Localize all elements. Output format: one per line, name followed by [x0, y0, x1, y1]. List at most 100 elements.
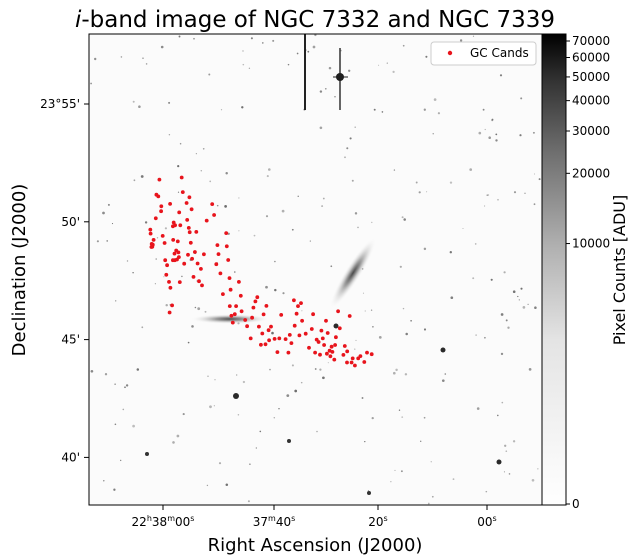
gc-candidate-point — [253, 299, 258, 304]
y-tick-label: 45' — [61, 333, 80, 347]
faint-star — [433, 98, 437, 101]
faint-star — [401, 216, 404, 219]
faint-star — [418, 191, 421, 194]
faint-star — [361, 397, 364, 399]
gc-candidate-point — [148, 231, 153, 236]
faint-star — [324, 87, 327, 90]
faint-star — [197, 307, 201, 311]
faint-star — [253, 234, 256, 237]
gc-candidate-point — [277, 336, 282, 341]
faint-star — [281, 209, 285, 213]
faint-star — [242, 63, 245, 66]
gc-candidate-point — [167, 310, 172, 315]
gc-candidate-point — [167, 280, 171, 284]
faint-star — [191, 325, 194, 328]
gc-candidate-point — [180, 190, 185, 195]
faint-star — [420, 440, 422, 442]
x-tick-label: 20s — [368, 514, 387, 529]
gc-candidate-point — [190, 256, 195, 261]
gc-candidate-point — [216, 252, 221, 256]
gc-candidate-point — [267, 338, 271, 343]
faint-star — [512, 440, 516, 443]
faint-star — [425, 55, 428, 58]
faint-star — [372, 325, 374, 328]
faint-star — [459, 39, 463, 42]
faint-star — [518, 299, 520, 301]
gc-candidate-point — [168, 202, 173, 206]
faint-star — [248, 67, 251, 69]
faint-star — [125, 384, 129, 387]
gc-candidate-point — [197, 279, 201, 284]
faint-star — [249, 463, 251, 466]
colorbar-tick-label: 20000 — [572, 166, 610, 180]
faint-star — [430, 461, 432, 463]
sky-image — [89, 34, 542, 505]
faint-star — [400, 470, 403, 473]
gc-candidate-point — [318, 352, 322, 357]
faint-star — [182, 413, 185, 416]
gc-candidate-point — [322, 343, 326, 347]
gc-candidates-series — [148, 175, 374, 368]
faint-star — [476, 407, 480, 410]
gc-candidate-point — [330, 350, 335, 354]
faint-star — [120, 459, 122, 462]
faint-star — [431, 495, 434, 498]
gc-candidate-point — [168, 285, 173, 290]
faint-star — [168, 101, 171, 104]
faint-star — [269, 368, 271, 371]
gc-candidate-point — [163, 258, 168, 263]
faint-star — [537, 468, 539, 470]
y-axis: 23°55' 50' 45' 40' — [40, 97, 89, 464]
faint-star — [209, 180, 212, 183]
gc-candidate-point — [345, 360, 349, 365]
faint-star — [207, 375, 209, 377]
gc-candidate-point — [159, 209, 164, 214]
background-stars — [90, 34, 541, 505]
faint-star — [354, 212, 358, 215]
faint-star — [484, 336, 486, 339]
faint-star — [294, 389, 298, 393]
faint-star — [274, 288, 277, 292]
gc-candidate-point — [212, 213, 217, 217]
faint-star — [238, 197, 240, 199]
faint-star — [330, 265, 333, 268]
gc-candidate-point — [289, 341, 294, 345]
gc-candidate-point — [165, 263, 170, 268]
gc-candidate-point — [328, 354, 333, 359]
gc-candidate-point — [269, 324, 273, 329]
gc-candidate-point — [325, 351, 329, 356]
faint-star — [224, 205, 227, 208]
faint-star — [404, 373, 408, 376]
gc-candidate-point — [195, 261, 200, 266]
faint-star — [486, 194, 488, 196]
faint-star — [373, 108, 376, 111]
gc-candidate-point — [299, 301, 303, 305]
faint-star — [364, 440, 366, 443]
faint-star — [319, 90, 323, 93]
gc-candidate-point — [172, 251, 177, 256]
faint-star — [501, 401, 504, 404]
faint-star — [423, 328, 427, 331]
faint-star — [214, 379, 216, 381]
gc-candidate-point — [230, 320, 235, 325]
faint-star — [165, 303, 168, 307]
faint-star — [520, 287, 523, 290]
faint-star — [301, 310, 303, 312]
gc-candidate-point — [337, 326, 342, 331]
faint-star — [490, 278, 493, 281]
gc-candidate-point — [257, 324, 261, 329]
faint-star — [533, 203, 536, 206]
faint-star — [322, 197, 325, 200]
faint-star — [145, 63, 148, 65]
galaxy-ngc7339 — [190, 314, 270, 324]
faint-star — [242, 380, 246, 384]
faint-star — [499, 74, 503, 77]
faint-star — [405, 332, 408, 336]
faint-star — [274, 260, 276, 263]
faint-star — [371, 416, 374, 420]
faint-star — [104, 373, 108, 376]
faint-star — [357, 226, 359, 229]
colorbar-label: Pixel Counts [ADU] — [610, 195, 629, 346]
faint-star — [144, 221, 148, 224]
